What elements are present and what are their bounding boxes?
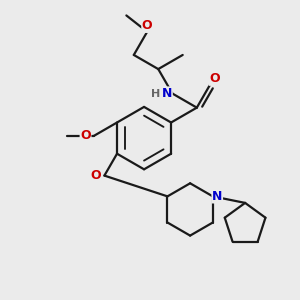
Text: O: O	[209, 72, 220, 85]
Text: O: O	[91, 169, 101, 182]
Text: N: N	[162, 87, 172, 100]
Text: O: O	[80, 129, 91, 142]
Text: N: N	[212, 190, 222, 203]
Text: H: H	[152, 88, 160, 98]
Text: O: O	[142, 19, 152, 32]
